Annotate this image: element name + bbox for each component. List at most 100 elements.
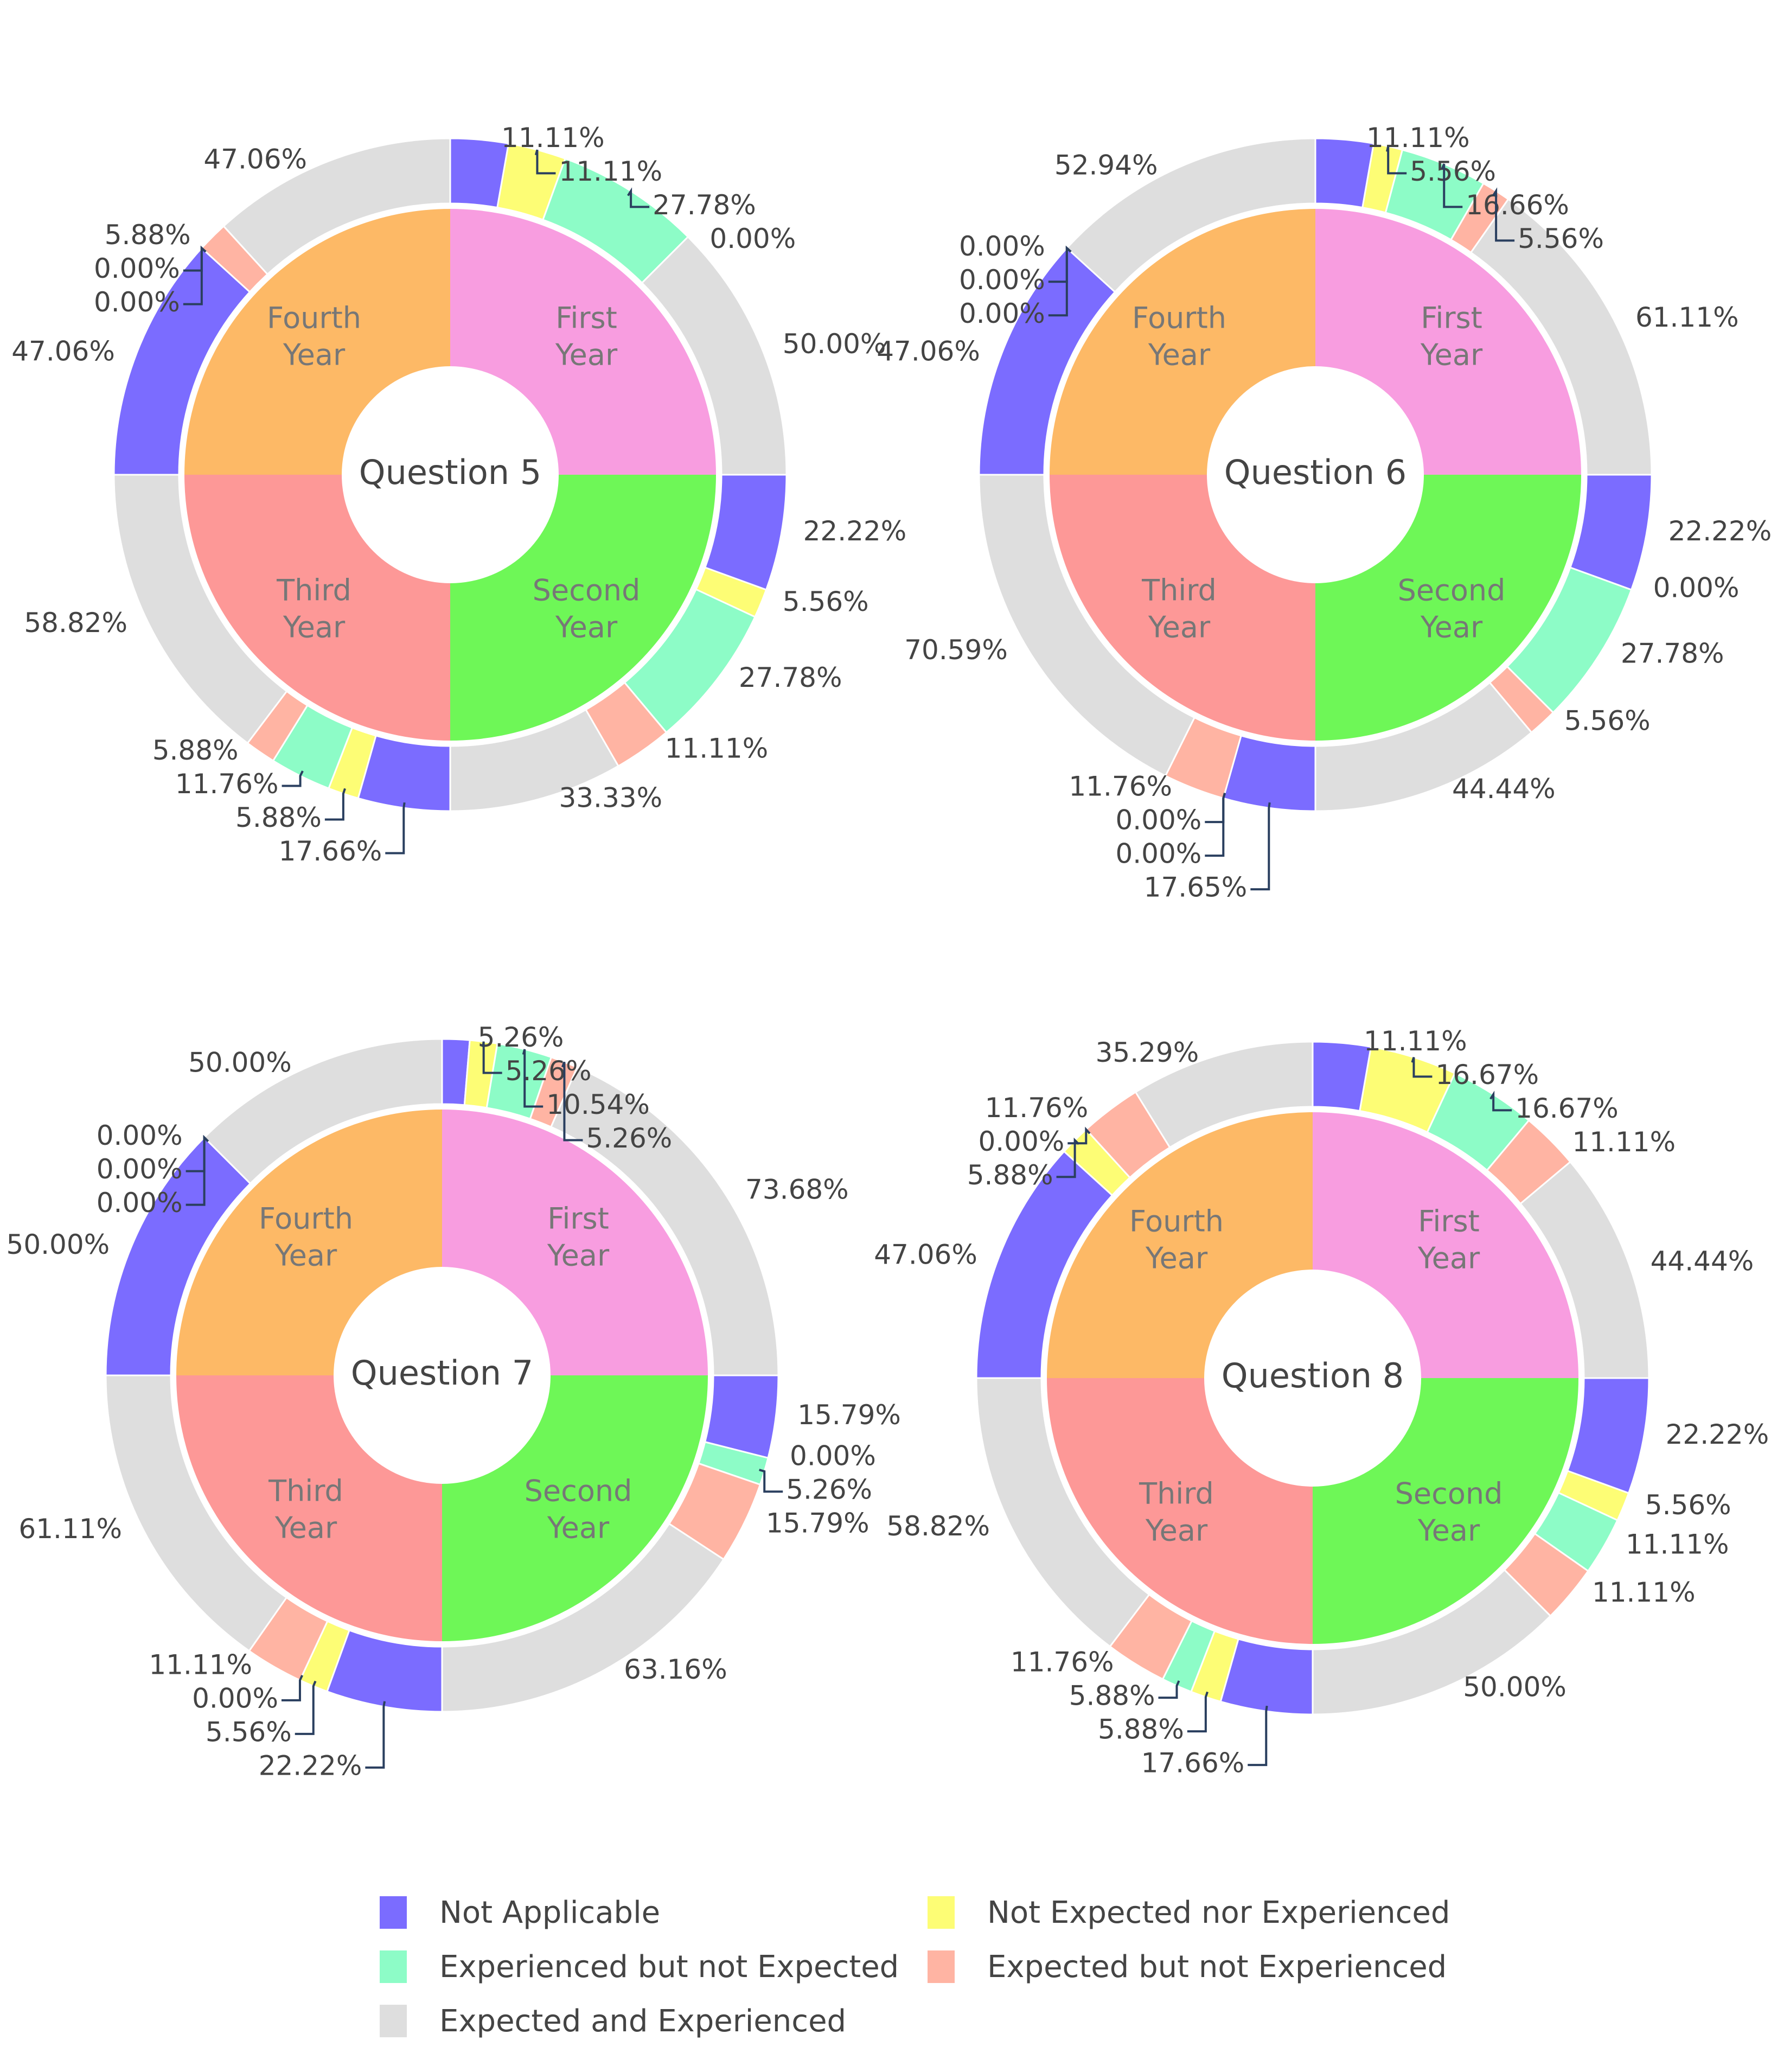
outer-label-second-year-not-expected-nor-experienced: 0.00% [1653, 572, 1740, 604]
outer-label-third-year-expected-not-experienced: 11.11% [149, 1649, 252, 1680]
outer-label-third-year-experienced-not-expected: 11.76% [175, 768, 279, 800]
label-leader-line [1441, 163, 1463, 208]
outer-label-second-year-experienced-not-expected: 27.78% [739, 662, 842, 693]
inner-label-third-year-line2: Year [1148, 610, 1211, 645]
inner-label-fourth-year-line1: Fourth [1129, 1204, 1224, 1239]
outer-label-fourth-year-not-applicable: 47.06% [874, 1239, 977, 1271]
inner-label-third-year-line1: Third [1139, 1477, 1214, 1511]
outer-label-third-year-expected-and-experienced: 58.82% [24, 607, 127, 639]
outer-label-third-year-expected-and-experienced: 58.82% [886, 1510, 990, 1542]
inner-slice-third-year [1047, 1378, 1313, 1644]
outer-label-second-year-expected-not-experienced: 11.11% [665, 732, 769, 764]
outer-label-first-year-not-expected-nor-experienced: 11.11% [559, 156, 662, 187]
outer-label-fourth-year-not-expected-nor-experienced: 0.00% [959, 231, 1045, 262]
outer-label-first-year-not-applicable: 11.11% [501, 122, 605, 154]
outer-label-second-year-not-applicable: 15.79% [797, 1399, 901, 1431]
sunburst-question-6: FirstYearSecondYearThirdYearFourthYearQu… [877, 122, 1771, 903]
outer-label-third-year-expected-not-experienced: 11.76% [1011, 1647, 1114, 1678]
outer-label-fourth-year-expected-not-experienced: 11.76% [985, 1092, 1089, 1124]
outer-label-second-year-not-applicable: 22.22% [803, 515, 907, 547]
inner-slice-second-year [1315, 475, 1581, 741]
legend-item-expected-and-experienced: Expected and Experienced [380, 2002, 846, 2040]
label-leader-line [1411, 1057, 1433, 1078]
inner-label-first-year-line1: First [547, 1202, 609, 1236]
label-leader-line [365, 1701, 386, 1769]
outer-label-third-year-not-applicable: 17.65% [1144, 872, 1248, 903]
outer-label-second-year-expected-not-experienced: 11.11% [1592, 1577, 1696, 1608]
inner-label-second-year-line2: Year [1417, 1514, 1480, 1548]
inner-label-second-year-line1: Second [525, 1474, 632, 1508]
legend-label-expected-and-experienced: Expected and Experienced [439, 2003, 847, 2039]
outer-label-third-year-experienced-not-expected: 0.00% [192, 1682, 278, 1714]
inner-slice-first-year [442, 1110, 708, 1375]
label-leader-line [385, 802, 406, 855]
legend-item-not-applicable: Not Applicable [380, 1894, 660, 1931]
outer-label-first-year-experienced-not-expected: 16.67% [1515, 1093, 1619, 1124]
label-leader-line [1489, 1091, 1512, 1112]
inner-label-second-year-line1: Second [1398, 573, 1506, 608]
inner-label-first-year-line1: First [1421, 301, 1482, 335]
outer-label-fourth-year-experienced-not-expected: 0.00% [94, 286, 180, 318]
outer-slice-fourth-year-expected-and-experienced [1065, 137, 1316, 294]
outer-label-fourth-year-experienced-not-expected: 0.00% [97, 1153, 183, 1185]
outer-label-third-year-not-applicable: 17.66% [279, 836, 382, 867]
label-leader-line [183, 245, 207, 305]
outer-label-first-year-expected-not-experienced: 11.11% [1572, 1126, 1676, 1158]
outer-slice-fourth-year-expected-and-experienced [222, 137, 451, 276]
label-leader-line [186, 1134, 209, 1206]
inner-label-second-year-line2: Year [555, 610, 618, 645]
label-leader-line [522, 1049, 544, 1108]
inner-label-first-year-line2: Year [547, 1239, 610, 1273]
outer-label-third-year-expected-not-experienced: 11.76% [1069, 771, 1172, 802]
inner-slice-first-year [1313, 1112, 1578, 1378]
inner-label-third-year-line1: Third [268, 1474, 343, 1508]
outer-label-fourth-year-not-expected-nor-experienced: 0.00% [97, 1120, 183, 1151]
outer-label-first-year-expected-and-experienced: 73.68% [745, 1174, 849, 1205]
sunburst-question-7: FirstYearSecondYearThirdYearFourthYearQu… [7, 1022, 901, 1781]
label-leader-line [1187, 1691, 1209, 1733]
inner-label-second-year-line2: Year [1420, 610, 1483, 645]
outer-label-first-year-experienced-not-expected: 16.66% [1466, 189, 1569, 221]
label-leader-line [1386, 146, 1407, 175]
label-leader-line [534, 149, 556, 175]
inner-label-first-year-line1: First [555, 301, 617, 335]
outer-label-third-year-not-expected-nor-experienced: 0.00% [1115, 805, 1201, 836]
outer-label-third-year-expected-and-experienced: 70.59% [904, 634, 1008, 666]
outer-label-second-year-not-applicable: 22.22% [1666, 1419, 1769, 1450]
outer-label-fourth-year-expected-not-experienced: 0.00% [97, 1187, 183, 1219]
outer-label-fourth-year-experienced-not-expected: 0.00% [978, 1126, 1064, 1157]
sunburst-question-5: FirstYearSecondYearThirdYearFourthYearQu… [11, 122, 906, 867]
outer-label-second-year-not-expected-nor-experienced: 5.56% [783, 586, 869, 617]
outer-label-second-year-expected-and-experienced: 44.44% [1452, 773, 1556, 805]
outer-label-first-year-not-expected-nor-experienced: 16.67% [1435, 1059, 1539, 1091]
inner-label-fourth-year-line2: Year [1145, 1241, 1208, 1276]
label-leader-line [282, 770, 304, 787]
legend: Not Applicable Not Expected nor Experien… [380, 1894, 1465, 2056]
inner-slice-third-year [184, 475, 450, 741]
chart-title: Question 5 [359, 452, 541, 492]
label-leader-line [482, 1041, 502, 1074]
inner-label-second-year-line2: Year [547, 1511, 610, 1545]
inner-label-third-year-line1: Third [276, 573, 351, 608]
label-leader-line [1205, 793, 1226, 857]
outer-label-third-year-expected-and-experienced: 61.11% [18, 1513, 122, 1545]
inner-label-third-year-line1: Third [1141, 573, 1217, 608]
outer-label-second-year-experienced-not-expected: 27.78% [1621, 638, 1724, 670]
outer-label-first-year-not-expected-nor-experienced: 5.26% [506, 1055, 592, 1087]
inner-slice-fourth-year [1050, 209, 1315, 475]
inner-slice-first-year [1315, 209, 1581, 475]
legend-item-not-expected-nor-experienced: Not Expected nor Experienced [928, 1894, 1450, 1931]
inner-label-second-year-line1: Second [1395, 1477, 1503, 1511]
outer-label-second-year-expected-not-experienced: 15.79% [766, 1508, 869, 1539]
outer-label-fourth-year-expected-and-experienced: 35.29% [1096, 1037, 1199, 1068]
inner-label-first-year-line2: Year [1417, 1241, 1480, 1276]
legend-label-not-applicable: Not Applicable [439, 1895, 661, 1930]
inner-slice-third-year [176, 1375, 442, 1641]
inner-label-third-year-line2: Year [1145, 1514, 1208, 1548]
sunburst-question-8: FirstYearSecondYearThirdYearFourthYearQu… [874, 1025, 1769, 1779]
outer-label-first-year-not-applicable: 11.11% [1366, 122, 1470, 154]
outer-label-third-year-not-applicable: 22.22% [259, 1750, 362, 1781]
label-leader-line [1492, 187, 1515, 242]
inner-label-fourth-year-line2: Year [274, 1239, 337, 1273]
legend-swatch-not-expected-nor-experienced [928, 1896, 955, 1929]
